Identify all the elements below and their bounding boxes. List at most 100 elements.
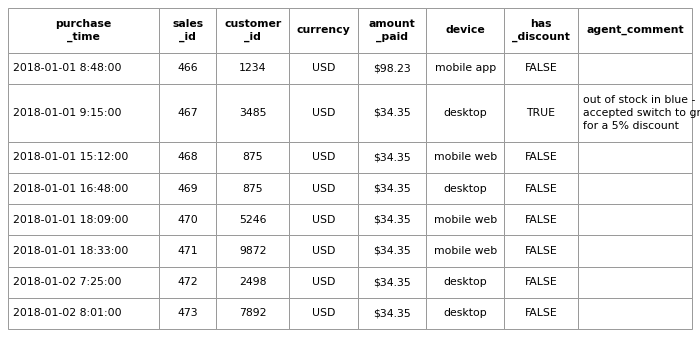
Text: 9872: 9872: [239, 246, 267, 256]
Text: 471: 471: [178, 246, 198, 256]
Text: 466: 466: [178, 63, 198, 73]
Bar: [358, 142, 426, 173]
Bar: [505, 235, 578, 267]
Text: 2018-01-02 8:01:00: 2018-01-02 8:01:00: [13, 308, 122, 318]
Text: 2498: 2498: [239, 277, 267, 287]
Text: 467: 467: [178, 108, 198, 118]
Text: $34.35: $34.35: [373, 108, 411, 118]
Bar: [8, 204, 160, 235]
Bar: [289, 142, 358, 173]
Bar: [358, 298, 426, 329]
Text: $98.23: $98.23: [373, 63, 411, 73]
Text: $34.35: $34.35: [373, 308, 411, 318]
Text: 470: 470: [177, 215, 198, 225]
Text: FALSE: FALSE: [525, 63, 557, 73]
Bar: [289, 84, 358, 142]
Bar: [289, 173, 358, 204]
Text: 875: 875: [242, 184, 263, 193]
Bar: [160, 84, 216, 142]
Bar: [289, 298, 358, 329]
Text: FALSE: FALSE: [525, 308, 557, 318]
Bar: [426, 8, 505, 53]
Bar: [426, 142, 505, 173]
Text: USD: USD: [312, 215, 335, 225]
Bar: [505, 53, 578, 84]
Text: 1234: 1234: [239, 63, 267, 73]
Text: 2018-01-02 7:25:00: 2018-01-02 7:25:00: [13, 277, 122, 287]
Text: $34.35: $34.35: [373, 152, 411, 162]
Text: 875: 875: [242, 152, 263, 162]
Text: USD: USD: [312, 308, 335, 318]
Bar: [426, 298, 505, 329]
Bar: [358, 173, 426, 204]
Bar: [8, 84, 160, 142]
Bar: [426, 53, 505, 84]
Text: FALSE: FALSE: [525, 277, 557, 287]
Bar: [8, 235, 160, 267]
Bar: [289, 8, 358, 53]
Text: 2018-01-01 16:48:00: 2018-01-01 16:48:00: [13, 184, 128, 193]
Bar: [358, 235, 426, 267]
Text: FALSE: FALSE: [525, 152, 557, 162]
Text: USD: USD: [312, 152, 335, 162]
Bar: [505, 8, 578, 53]
Bar: [358, 84, 426, 142]
Text: agent_comment: agent_comment: [586, 25, 684, 35]
Text: device: device: [445, 25, 485, 35]
Bar: [578, 8, 692, 53]
Text: $34.35: $34.35: [373, 246, 411, 256]
Text: USD: USD: [312, 246, 335, 256]
Bar: [8, 267, 160, 298]
Text: USD: USD: [312, 184, 335, 193]
Text: mobile app: mobile app: [435, 63, 496, 73]
Bar: [216, 142, 289, 173]
Bar: [426, 84, 505, 142]
Bar: [216, 235, 289, 267]
Bar: [216, 267, 289, 298]
Bar: [160, 53, 216, 84]
Text: 472: 472: [178, 277, 198, 287]
Bar: [160, 204, 216, 235]
Bar: [216, 298, 289, 329]
Text: TRUE: TRUE: [526, 108, 556, 118]
Bar: [578, 53, 692, 84]
Bar: [505, 84, 578, 142]
Text: $34.35: $34.35: [373, 184, 411, 193]
Text: 468: 468: [178, 152, 198, 162]
Text: $34.35: $34.35: [373, 215, 411, 225]
Text: amount
_paid: amount _paid: [369, 19, 415, 42]
Bar: [578, 204, 692, 235]
Bar: [505, 298, 578, 329]
Text: purchase
_time: purchase _time: [55, 19, 112, 42]
Bar: [426, 173, 505, 204]
Bar: [160, 142, 216, 173]
Bar: [216, 8, 289, 53]
Text: USD: USD: [312, 277, 335, 287]
Bar: [426, 235, 505, 267]
Text: USD: USD: [312, 108, 335, 118]
Bar: [505, 267, 578, 298]
Text: $34.35: $34.35: [373, 277, 411, 287]
Bar: [216, 204, 289, 235]
Bar: [289, 267, 358, 298]
Text: has
_discount: has _discount: [512, 19, 570, 42]
Bar: [216, 84, 289, 142]
Text: 2018-01-01 18:09:00: 2018-01-01 18:09:00: [13, 215, 129, 225]
Text: 5246: 5246: [239, 215, 267, 225]
Text: 469: 469: [178, 184, 198, 193]
Bar: [578, 298, 692, 329]
Bar: [578, 235, 692, 267]
Bar: [8, 173, 160, 204]
Text: out of stock in blue -
accepted switch to green
for a 5% discount: out of stock in blue - accepted switch t…: [582, 95, 700, 130]
Text: 473: 473: [178, 308, 198, 318]
Text: customer
_id: customer _id: [224, 19, 281, 42]
Text: 2018-01-01 18:33:00: 2018-01-01 18:33:00: [13, 246, 128, 256]
Bar: [160, 8, 216, 53]
Text: sales
_id: sales _id: [172, 19, 204, 42]
Text: USD: USD: [312, 63, 335, 73]
Bar: [578, 267, 692, 298]
Text: desktop: desktop: [443, 184, 487, 193]
Text: 2018-01-01 8:48:00: 2018-01-01 8:48:00: [13, 63, 122, 73]
Text: desktop: desktop: [443, 277, 487, 287]
Bar: [160, 235, 216, 267]
